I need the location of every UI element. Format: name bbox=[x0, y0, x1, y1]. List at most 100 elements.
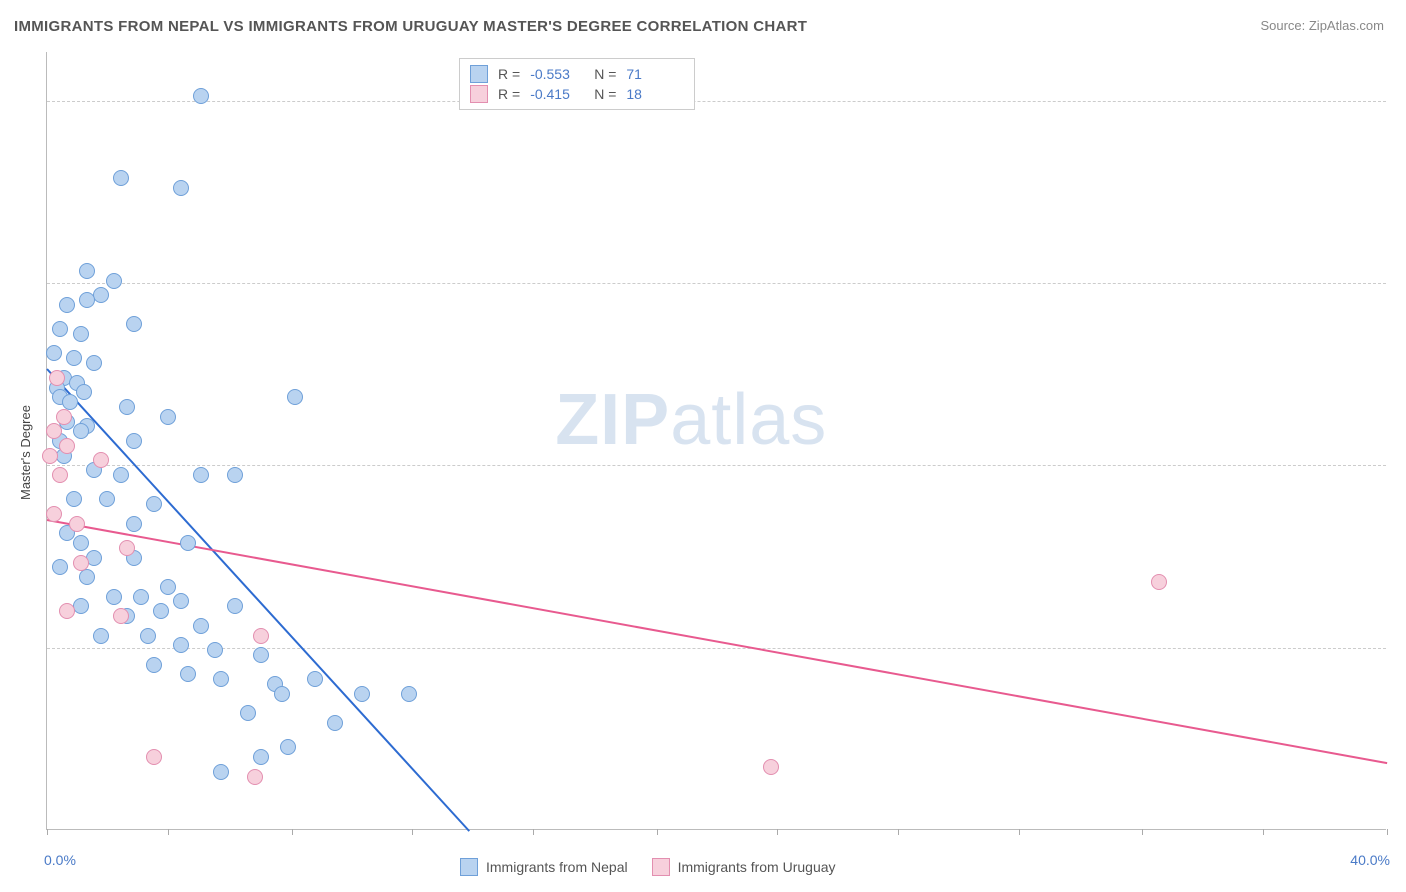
x-tick-mark bbox=[168, 829, 169, 835]
n-label: N = bbox=[594, 66, 616, 82]
stat-row: R = -0.553 N = 71 bbox=[470, 64, 680, 84]
x-tick-mark bbox=[1019, 829, 1020, 835]
data-point bbox=[106, 273, 122, 289]
x-tick-mark bbox=[1387, 829, 1388, 835]
legend-label: Immigrants from Nepal bbox=[486, 859, 628, 875]
data-point bbox=[52, 559, 68, 575]
data-point bbox=[227, 598, 243, 614]
x-tick-mark bbox=[657, 829, 658, 835]
series-swatch bbox=[470, 65, 488, 83]
data-point bbox=[180, 535, 196, 551]
data-point bbox=[93, 628, 109, 644]
data-point bbox=[79, 292, 95, 308]
data-point bbox=[227, 467, 243, 483]
data-point bbox=[42, 448, 58, 464]
data-point bbox=[146, 749, 162, 765]
data-point bbox=[307, 671, 323, 687]
data-point bbox=[106, 589, 122, 605]
y-axis-label: Master's Degree bbox=[18, 405, 33, 500]
data-point bbox=[119, 399, 135, 415]
data-point bbox=[73, 326, 89, 342]
data-point bbox=[66, 350, 82, 366]
data-point bbox=[146, 496, 162, 512]
data-point bbox=[213, 764, 229, 780]
n-value: 71 bbox=[626, 66, 680, 82]
data-point bbox=[59, 438, 75, 454]
data-point bbox=[113, 170, 129, 186]
x-tick-mark bbox=[898, 829, 899, 835]
data-point bbox=[354, 686, 370, 702]
x-axis-max-label: 40.0% bbox=[1350, 852, 1390, 868]
data-point bbox=[52, 467, 68, 483]
data-point bbox=[56, 409, 72, 425]
data-point bbox=[173, 593, 189, 609]
data-point bbox=[280, 739, 296, 755]
data-point bbox=[52, 321, 68, 337]
data-point bbox=[180, 666, 196, 682]
data-point bbox=[763, 759, 779, 775]
data-point bbox=[287, 389, 303, 405]
data-point bbox=[207, 642, 223, 658]
data-point bbox=[86, 355, 102, 371]
x-tick-mark bbox=[1263, 829, 1264, 835]
data-point bbox=[401, 686, 417, 702]
stat-row: R =-0.415N =18 bbox=[470, 84, 680, 104]
data-point bbox=[173, 637, 189, 653]
data-point bbox=[73, 555, 89, 571]
data-point bbox=[274, 686, 290, 702]
series-swatch bbox=[470, 85, 488, 103]
n-value: 18 bbox=[626, 86, 680, 102]
gridline bbox=[47, 648, 1386, 649]
source-name: ZipAtlas.com bbox=[1309, 18, 1384, 33]
data-point bbox=[133, 589, 149, 605]
legend-label: Immigrants from Uruguay bbox=[678, 859, 836, 875]
data-point bbox=[240, 705, 256, 721]
data-point bbox=[153, 603, 169, 619]
gridline bbox=[47, 465, 1386, 466]
data-point bbox=[79, 569, 95, 585]
x-tick-mark bbox=[412, 829, 413, 835]
data-point bbox=[173, 180, 189, 196]
data-point bbox=[62, 394, 78, 410]
legend-item: Immigrants from Uruguay bbox=[652, 858, 836, 876]
data-point bbox=[327, 715, 343, 731]
source-attribution: Source: ZipAtlas.com bbox=[1260, 18, 1384, 33]
series-legend: Immigrants from Nepal Immigrants from Uru… bbox=[460, 858, 836, 876]
x-tick-mark bbox=[292, 829, 293, 835]
r-value: -0.553 bbox=[530, 66, 584, 82]
data-point bbox=[160, 409, 176, 425]
data-point bbox=[193, 467, 209, 483]
data-point bbox=[119, 540, 135, 556]
data-point bbox=[113, 467, 129, 483]
x-axis-min-label: 0.0% bbox=[44, 852, 76, 868]
r-label: R = bbox=[498, 66, 520, 82]
gridline bbox=[47, 283, 1386, 284]
data-point bbox=[76, 384, 92, 400]
r-label: R = bbox=[498, 86, 520, 102]
data-point bbox=[253, 749, 269, 765]
data-point bbox=[213, 671, 229, 687]
x-tick-mark bbox=[777, 829, 778, 835]
data-point bbox=[46, 506, 62, 522]
r-value: -0.415 bbox=[530, 86, 584, 102]
data-point bbox=[73, 423, 89, 439]
data-point bbox=[193, 618, 209, 634]
data-point bbox=[247, 769, 263, 785]
source-prefix: Source: bbox=[1260, 18, 1308, 33]
x-tick-mark bbox=[1142, 829, 1143, 835]
data-point bbox=[146, 657, 162, 673]
data-point bbox=[73, 535, 89, 551]
legend-item: Immigrants from Nepal bbox=[460, 858, 628, 876]
data-point bbox=[253, 647, 269, 663]
data-point bbox=[253, 628, 269, 644]
correlation-stats-box: R =-0.553N =71R =-0.415N =18 bbox=[459, 58, 695, 110]
x-tick-mark bbox=[47, 829, 48, 835]
data-point bbox=[79, 263, 95, 279]
data-point bbox=[46, 423, 62, 439]
data-point bbox=[59, 603, 75, 619]
data-point bbox=[193, 88, 209, 104]
data-point bbox=[126, 516, 142, 532]
plot-area: 7.5%15.0%22.5%30.0% bbox=[46, 52, 1386, 830]
data-point bbox=[126, 433, 142, 449]
x-tick-mark bbox=[533, 829, 534, 835]
